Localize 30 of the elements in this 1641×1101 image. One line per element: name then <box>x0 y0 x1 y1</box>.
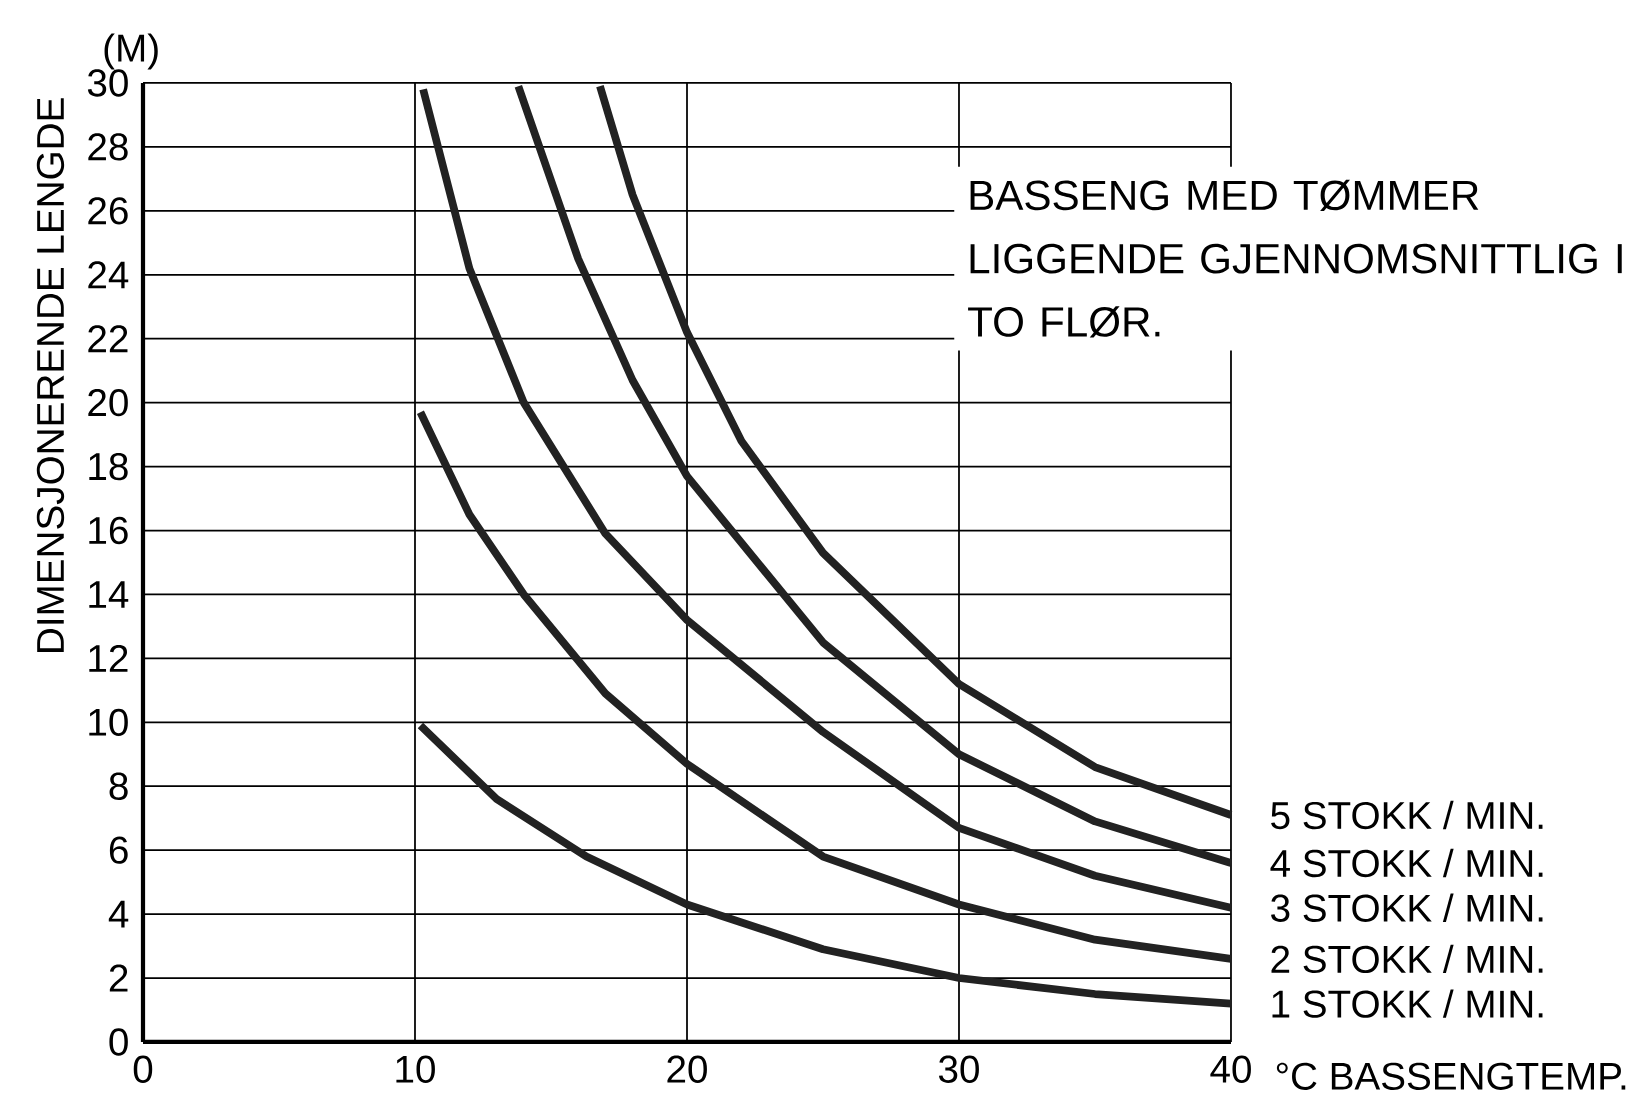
y-tick-label: 20 <box>88 389 128 417</box>
x-tick-label: 40 <box>1210 1055 1251 1083</box>
annotation: BASSENG MED TØMMER LIGGENDE GJENNOMSNITTLIG I TO FLØR. <box>968 179 1622 338</box>
y-tick-label: 14 <box>89 581 129 608</box>
y-tick-label: 6 <box>109 836 128 864</box>
x-axis-title: °C BASSENGTEMP. <box>1276 1062 1626 1090</box>
x-tick-label: 0 <box>133 1055 153 1083</box>
y-tick-label: 12 <box>89 644 128 672</box>
series-label: 5 STOKK / MIN. <box>1271 800 1543 830</box>
series-label: 4 STOKK / MIN. <box>1270 848 1543 878</box>
y-tick-label: 24 <box>88 261 129 289</box>
y-tick-label: 10 <box>89 708 128 737</box>
series-label: 3 STOKK / MIN. <box>1271 893 1543 922</box>
series-label: 2 STOKK / MIN. <box>1271 944 1543 974</box>
y-tick-label: 26 <box>88 197 128 225</box>
y-tick-label: 16 <box>89 516 128 545</box>
y-tick-label: 30 <box>87 69 128 97</box>
y-tick-label: 8 <box>109 772 128 800</box>
series-label: 1 STOKK / MIN. <box>1272 989 1543 1018</box>
y-tick-label: 0 <box>109 1028 128 1056</box>
x-tick-label: 30 <box>938 1055 979 1083</box>
y-tick-label: 22 <box>88 325 128 353</box>
y-tick-label: 18 <box>89 452 128 481</box>
text: (M) <box>104 33 158 70</box>
x-tick-label: 20 <box>667 1055 707 1083</box>
y-axis-title: DIMENSJONERENDE LENGDE <box>36 98 65 652</box>
y-tick-label: 4 <box>108 900 129 928</box>
y-tick-label: 2 <box>109 964 128 992</box>
y-tick-label: 28 <box>88 133 128 161</box>
x-tick-label: 10 <box>396 1055 435 1083</box>
